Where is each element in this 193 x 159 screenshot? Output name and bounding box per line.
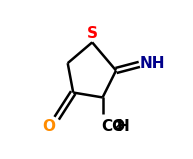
Text: O: O	[42, 119, 55, 134]
Text: 2: 2	[114, 121, 121, 131]
Text: H: H	[116, 119, 129, 134]
Text: S: S	[87, 26, 98, 41]
Text: NH: NH	[140, 56, 165, 71]
Text: CO: CO	[101, 119, 125, 134]
